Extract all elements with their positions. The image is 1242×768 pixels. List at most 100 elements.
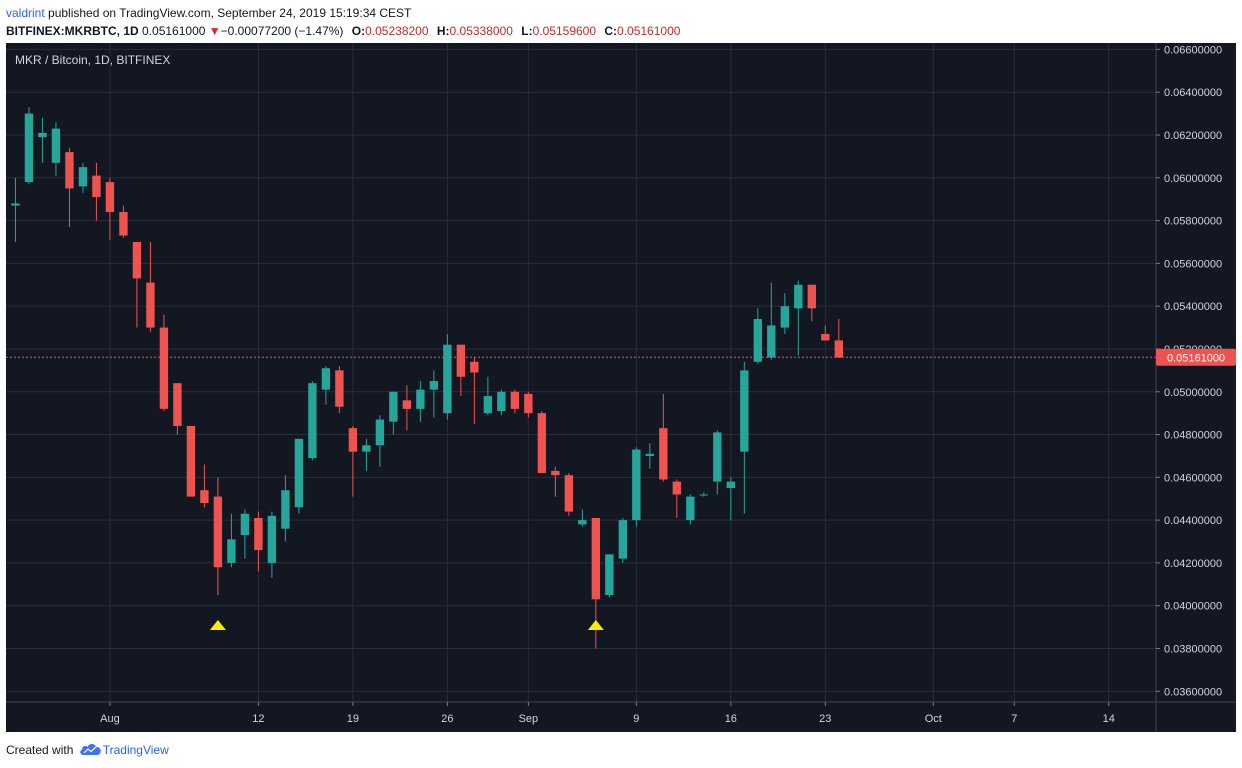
markers xyxy=(209,619,604,630)
candle[interactable] xyxy=(348,425,358,497)
candle[interactable] xyxy=(497,389,506,416)
price-tick-label: 0.06600000 xyxy=(1164,44,1222,56)
candle[interactable] xyxy=(740,361,749,514)
candle[interactable] xyxy=(173,383,182,435)
candle[interactable] xyxy=(672,479,682,518)
candle[interactable] xyxy=(389,391,398,435)
candle[interactable] xyxy=(807,284,816,322)
candle[interactable] xyxy=(119,205,128,238)
candle-body xyxy=(146,282,155,328)
published-text: published on TradingView.com, September … xyxy=(48,6,412,20)
candle-body xyxy=(794,284,803,309)
candle[interactable] xyxy=(159,314,169,412)
candle[interactable] xyxy=(564,473,574,516)
candle[interactable] xyxy=(78,162,88,193)
open-value: 0.05238200 xyxy=(365,24,429,38)
candle-body xyxy=(321,368,331,390)
candle[interactable] xyxy=(213,477,223,596)
candle[interactable] xyxy=(294,438,304,514)
last-price: 0.05161000 xyxy=(142,24,206,38)
candle[interactable] xyxy=(443,333,452,420)
time-tick-label: 23 xyxy=(819,713,831,725)
candle[interactable] xyxy=(402,385,412,431)
candle-body xyxy=(740,370,749,452)
candle[interactable] xyxy=(483,376,493,416)
candle-body xyxy=(497,391,506,412)
high-label: H: xyxy=(436,24,450,38)
candle-body xyxy=(672,481,682,495)
candle-body xyxy=(659,428,668,480)
candle[interactable] xyxy=(65,147,74,228)
candle[interactable] xyxy=(537,411,547,474)
candle-body xyxy=(200,490,209,504)
candle-body xyxy=(254,517,263,551)
candle[interactable] xyxy=(11,177,20,242)
candle-body xyxy=(780,306,789,328)
candle[interactable] xyxy=(267,511,277,578)
price-tick-label: 0.05400000 xyxy=(1164,301,1222,313)
candle[interactable] xyxy=(416,381,425,422)
candle[interactable] xyxy=(578,509,587,527)
candle[interactable] xyxy=(456,344,466,397)
candle-body xyxy=(753,319,763,362)
open-label: O: xyxy=(351,24,366,38)
candle-body xyxy=(821,333,830,341)
candle[interactable] xyxy=(254,511,263,572)
candlestick-chart[interactable]: 0.03600000 0.03800000 0.04000000 0.04200000… xyxy=(6,43,1236,732)
candle[interactable] xyxy=(780,293,789,334)
candle[interactable] xyxy=(335,366,344,414)
candle[interactable] xyxy=(92,162,101,221)
candle[interactable] xyxy=(362,438,371,471)
time-axis[interactable]: Aug 12 19 26 Sep 9 16 23 Oct 7 14 xyxy=(100,702,1115,725)
candle-body xyxy=(267,515,277,563)
candle[interactable] xyxy=(470,357,479,424)
candle[interactable] xyxy=(281,475,290,542)
candle[interactable] xyxy=(51,122,61,176)
candle[interactable] xyxy=(618,517,628,563)
candle[interactable] xyxy=(753,308,763,364)
candle[interactable] xyxy=(132,241,142,328)
high-value: 0.05338000 xyxy=(449,24,513,38)
candle[interactable] xyxy=(38,117,47,163)
author-link[interactable]: valdrint xyxy=(6,6,45,20)
candle[interactable] xyxy=(659,393,668,482)
candle-body xyxy=(510,391,520,409)
candle[interactable] xyxy=(699,492,709,497)
candle[interactable] xyxy=(186,425,196,497)
candle[interactable] xyxy=(510,389,520,414)
candle-body xyxy=(51,128,61,163)
candle[interactable] xyxy=(834,319,843,358)
candle[interactable] xyxy=(524,391,533,418)
candle[interactable] xyxy=(321,366,331,405)
candle[interactable] xyxy=(105,177,115,240)
candle[interactable] xyxy=(240,509,250,559)
candle[interactable] xyxy=(429,370,439,418)
symbol-label[interactable]: BITFINEX:MKRBTC, 1D xyxy=(6,24,139,38)
down-arrow-icon: ▼ xyxy=(208,24,221,38)
candle-body xyxy=(551,470,560,476)
candle[interactable] xyxy=(632,447,641,527)
candle[interactable] xyxy=(794,280,803,356)
candle[interactable] xyxy=(375,415,385,467)
publish-line: valdrint published on TradingView.com, S… xyxy=(6,4,1236,22)
candle[interactable] xyxy=(686,494,695,525)
price-tick-label: 0.06400000 xyxy=(1164,87,1222,99)
candle[interactable] xyxy=(645,443,655,469)
candle[interactable] xyxy=(146,241,155,332)
candle[interactable] xyxy=(726,477,736,521)
candle[interactable] xyxy=(227,513,236,568)
candle[interactable] xyxy=(713,430,722,495)
yellow-triangle-marker xyxy=(209,619,226,630)
candle[interactable] xyxy=(605,554,614,598)
candle[interactable] xyxy=(24,107,34,185)
candle[interactable] xyxy=(200,464,209,508)
candle[interactable] xyxy=(821,325,830,341)
tradingview-brand-link[interactable]: TradingView xyxy=(77,743,169,757)
price-tick-label: 0.06000000 xyxy=(1164,173,1222,185)
candle-body xyxy=(375,419,385,446)
candle-body xyxy=(767,325,776,358)
price-axis[interactable]: 0.03600000 0.03800000 0.04000000 0.04200000… xyxy=(1156,44,1222,698)
candle[interactable] xyxy=(551,466,560,497)
candle[interactable] xyxy=(308,381,317,461)
candle[interactable] xyxy=(767,282,776,360)
